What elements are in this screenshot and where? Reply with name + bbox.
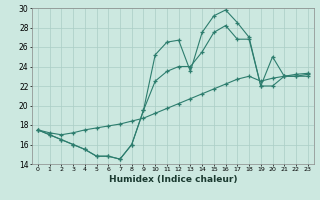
X-axis label: Humidex (Indice chaleur): Humidex (Indice chaleur): [108, 175, 237, 184]
